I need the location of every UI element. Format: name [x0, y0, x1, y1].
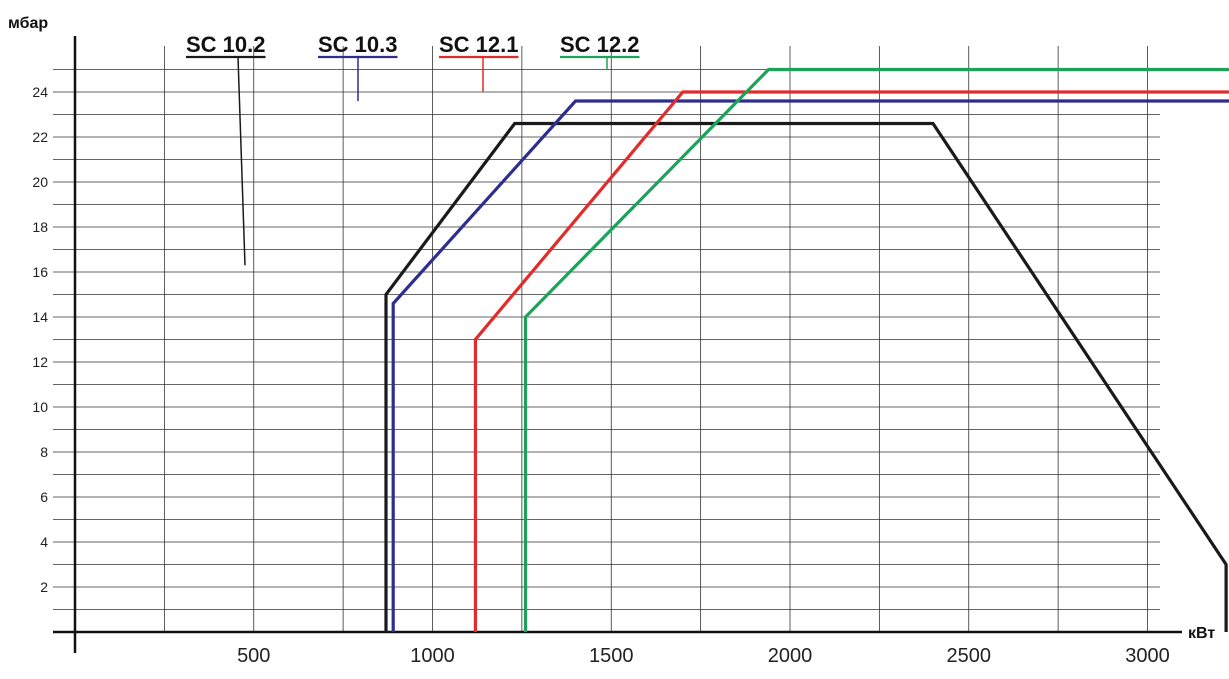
grid	[53, 46, 1160, 632]
legend-label: SC 10.3	[318, 32, 398, 57]
x-tick-label: 2000	[768, 645, 813, 667]
y-tick-label: 10	[32, 399, 48, 415]
x-tick-label: 500	[237, 645, 270, 667]
y-tick-label: 4	[40, 534, 48, 550]
legend-label: SC 12.2	[560, 32, 640, 57]
x-tick-label: 1000	[410, 645, 455, 667]
y-tick-label: 6	[40, 489, 48, 505]
y-tick-label: 14	[32, 309, 48, 325]
y-tick-label: 16	[32, 264, 48, 280]
y-tick-label: 22	[32, 129, 48, 145]
legend-leader-line	[237, 56, 246, 266]
series-line	[384, 121, 1228, 632]
y-tick-label: 12	[32, 354, 48, 370]
x-tick-label: 1500	[589, 645, 634, 667]
legend-label: SC 12.1	[439, 32, 519, 57]
y-tick-label: 20	[32, 174, 48, 190]
x-axis-unit: кВт	[1188, 625, 1215, 642]
series-lines	[384, 67, 1229, 632]
y-tick-label: 2	[40, 579, 48, 595]
y-tick-label: 8	[40, 444, 48, 460]
series-line	[473, 90, 1229, 632]
legend-label: SC 10.2	[186, 32, 266, 57]
x-tick-label: 3000	[1125, 645, 1170, 667]
x-tick-label: 2500	[947, 645, 992, 667]
y-tick-label: 18	[32, 219, 48, 235]
legend: SC 10.2 SC 10.3 SC 12.1 SC 12.2	[186, 32, 640, 266]
series-line	[523, 67, 1229, 632]
series-line	[391, 99, 1229, 632]
y-axis-unit: мбар	[8, 15, 48, 32]
y-tick-label: 24	[32, 84, 48, 100]
